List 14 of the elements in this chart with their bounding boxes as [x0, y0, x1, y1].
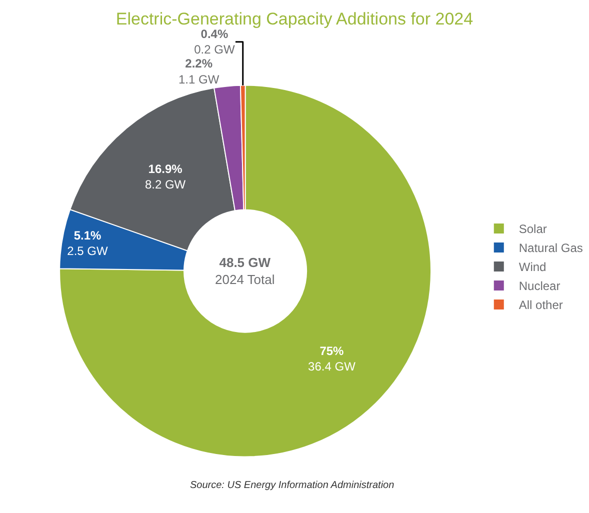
data-label: 2.2% 1.1 GW	[178, 56, 220, 86]
text: 48.5 GW 2024 Total	[215, 255, 275, 287]
data-label: 0.4% 0.2 GW	[194, 27, 236, 57]
legend-label: Solar	[518, 222, 547, 236]
legend-label: Natural Gas	[518, 241, 583, 256]
data-label: 75% 36.4 GW	[308, 344, 356, 374]
donut-slice	[59, 84, 432, 458]
legend-label: Nuclear	[518, 279, 560, 294]
data-label: 5.1% 2.5 GW	[67, 228, 109, 258]
source-note: Source: US Energy Information Administration	[190, 480, 395, 491]
chart-title: Electric-Generating Capacity Additions for 2024	[116, 10, 474, 29]
legend-label: Wind	[518, 260, 546, 274]
legend-label: All other	[518, 298, 563, 312]
data-label: 16.9% 8.2 GW	[144, 162, 186, 192]
